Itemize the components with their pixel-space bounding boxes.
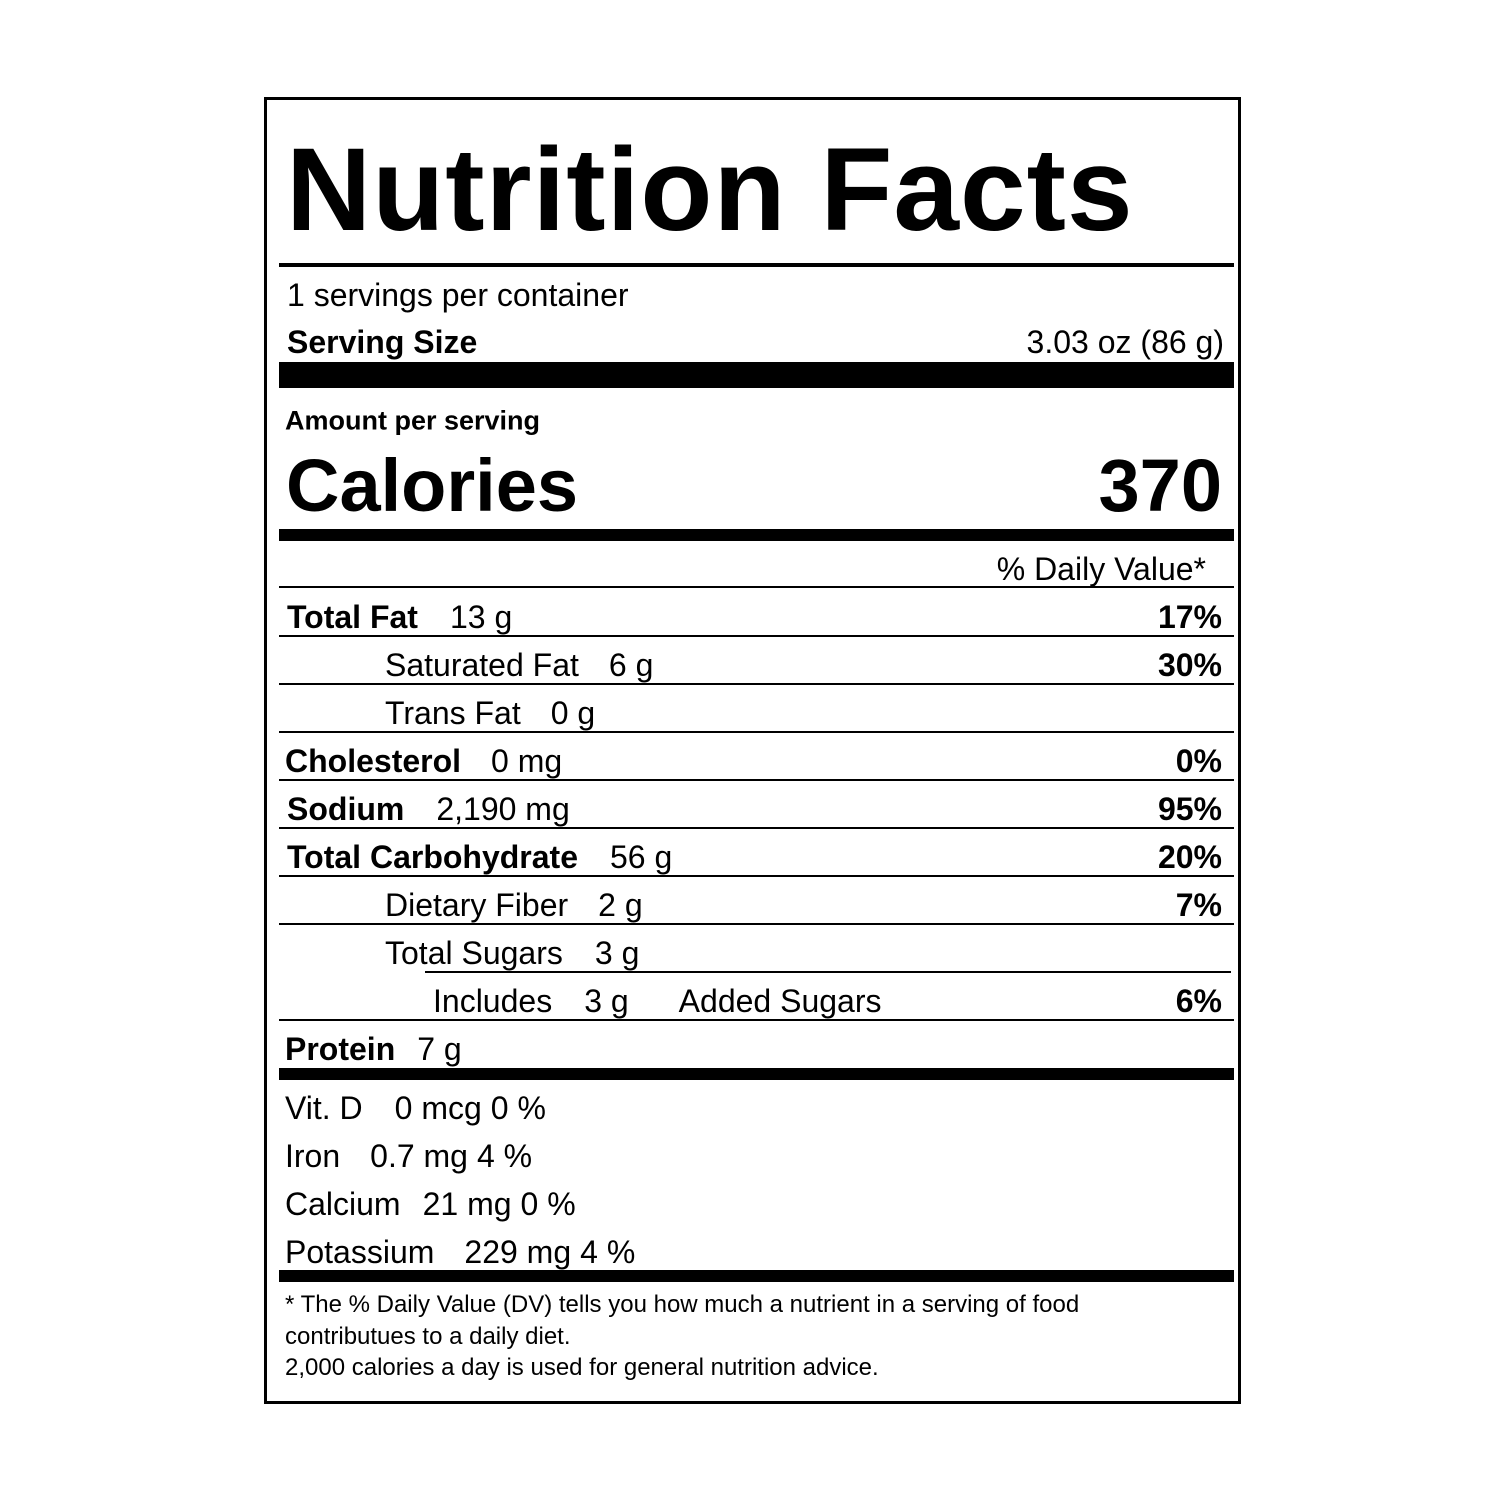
nutrient-label: Trans Fat <box>385 695 521 731</box>
rule <box>279 875 1234 877</box>
daily-value: 0% <box>1175 743 1222 779</box>
nutrient-amount: 3 g <box>594 935 640 971</box>
vitamin-name: Potassium <box>285 1234 435 1270</box>
rule <box>279 1270 1234 1282</box>
nutrient-row: Total Sugars 3 g <box>385 937 639 969</box>
vitamin-name: Iron <box>285 1138 341 1174</box>
amount-per-serving: Amount per serving <box>285 405 541 436</box>
nutrient-label: Cholesterol <box>285 743 462 779</box>
nutrient-amount: 6 g <box>608 647 654 683</box>
nutrient-amount: 56 g <box>610 839 673 875</box>
nutrient-amount: 0 g <box>550 695 596 731</box>
nutrient-amount: 3 g <box>584 983 629 1019</box>
nutrient-row: Dietary Fiber 2 g <box>385 889 643 921</box>
vitamin-row: Iron 0.7 mg 4 % <box>285 1140 532 1172</box>
nutrition-label: Nutrition Facts 1 servings per container S… <box>264 97 1241 1404</box>
nutrient-label: Includes <box>433 983 553 1019</box>
rule <box>279 731 1234 733</box>
rule <box>279 635 1234 637</box>
nutrient-row: Saturated Fat 6 g <box>385 649 653 681</box>
nutrient-row: Total Carbohydrate 56 g <box>287 841 672 873</box>
rule <box>279 827 1234 829</box>
rule <box>279 683 1234 685</box>
nutrient-extra: Added Sugars <box>678 983 882 1019</box>
nutrient-row: Total Fat 13 g <box>287 601 512 633</box>
rule <box>279 263 1234 267</box>
nutrient-row: Protein 7 g <box>285 1033 462 1065</box>
vitamin-dv: 4 % <box>476 1138 533 1174</box>
daily-value: 30% <box>1157 647 1222 683</box>
rule <box>279 362 1234 388</box>
vitamin-amount: 0.7 mg <box>370 1138 468 1174</box>
vitamin-name: Vit. D <box>285 1090 363 1126</box>
rule <box>279 1068 1234 1080</box>
servings: 1 servings per container <box>287 277 629 313</box>
serving-size-value: 3.03 oz (86 g) <box>1026 324 1224 360</box>
nutrient-amount: 2,190 mg <box>436 791 570 827</box>
rule <box>279 586 1234 588</box>
nutrient-row: Cholesterol 0 mg <box>285 745 562 777</box>
vitamin-amount: 229 mg <box>464 1234 572 1270</box>
vitamin-amount: 21 mg <box>422 1186 512 1222</box>
nutrient-row: Sodium 2,190 mg <box>287 793 570 825</box>
vitamin-dv: 4 % <box>580 1234 636 1270</box>
vitamin-dv: 0 % <box>490 1090 546 1126</box>
vitamin-row: Vit. D 0 mcg 0 % <box>285 1092 546 1124</box>
vitamin-row: Potassium 229 mg 4 % <box>285 1236 635 1268</box>
nutrient-label: Dietary Fiber <box>385 887 569 923</box>
daily-value: 6% <box>1175 983 1222 1019</box>
nutrient-row: Includes 3 g Added Sugars <box>433 985 881 1017</box>
nutrient-amount: 7 g <box>417 1031 462 1067</box>
vitamin-name: Calcium <box>285 1186 401 1222</box>
nutrient-amount: 2 g <box>598 887 643 923</box>
nutrient-label: Total Sugars <box>385 935 563 971</box>
vitamin-row: Calcium 21 mg 0 % <box>285 1188 576 1220</box>
daily-value: 17% <box>1157 599 1222 635</box>
nutrient-label: Sodium <box>287 791 405 827</box>
footnote: 2,000 calories a day is used for general… <box>285 1354 879 1381</box>
rule <box>279 1019 1234 1021</box>
nutrient-label: Protein <box>285 1031 396 1067</box>
daily-value: 20% <box>1157 839 1222 875</box>
daily-value: 7% <box>1175 887 1222 923</box>
dv-header: % Daily Value* <box>996 551 1206 587</box>
rule <box>425 971 1231 973</box>
nutrient-label: Total Carbohydrate <box>287 839 578 875</box>
title: Nutrition Facts <box>286 124 1134 256</box>
footnote: contributues to a daily diet. <box>285 1322 571 1350</box>
nutrient-label: Total Fat <box>287 599 418 635</box>
rule <box>279 923 1234 925</box>
daily-value: 95% <box>1157 791 1222 827</box>
nutrient-row: Trans Fat 0 g <box>385 697 595 729</box>
vitamin-dv: 0 % <box>520 1186 576 1222</box>
calories-label: Calories <box>286 444 579 527</box>
calories-value: 370 <box>1098 444 1222 527</box>
serving-size-label: Serving Size <box>287 324 478 360</box>
rule <box>279 529 1234 541</box>
vitamin-amount: 0 mcg <box>394 1090 482 1126</box>
nutrient-amount: 13 g <box>449 599 513 635</box>
nutrient-amount: 0 mg <box>491 743 563 779</box>
rule <box>279 779 1234 781</box>
footnote: * The % Daily Value (DV) tells you how m… <box>285 1291 1080 1318</box>
nutrient-label: Saturated Fat <box>385 647 579 683</box>
